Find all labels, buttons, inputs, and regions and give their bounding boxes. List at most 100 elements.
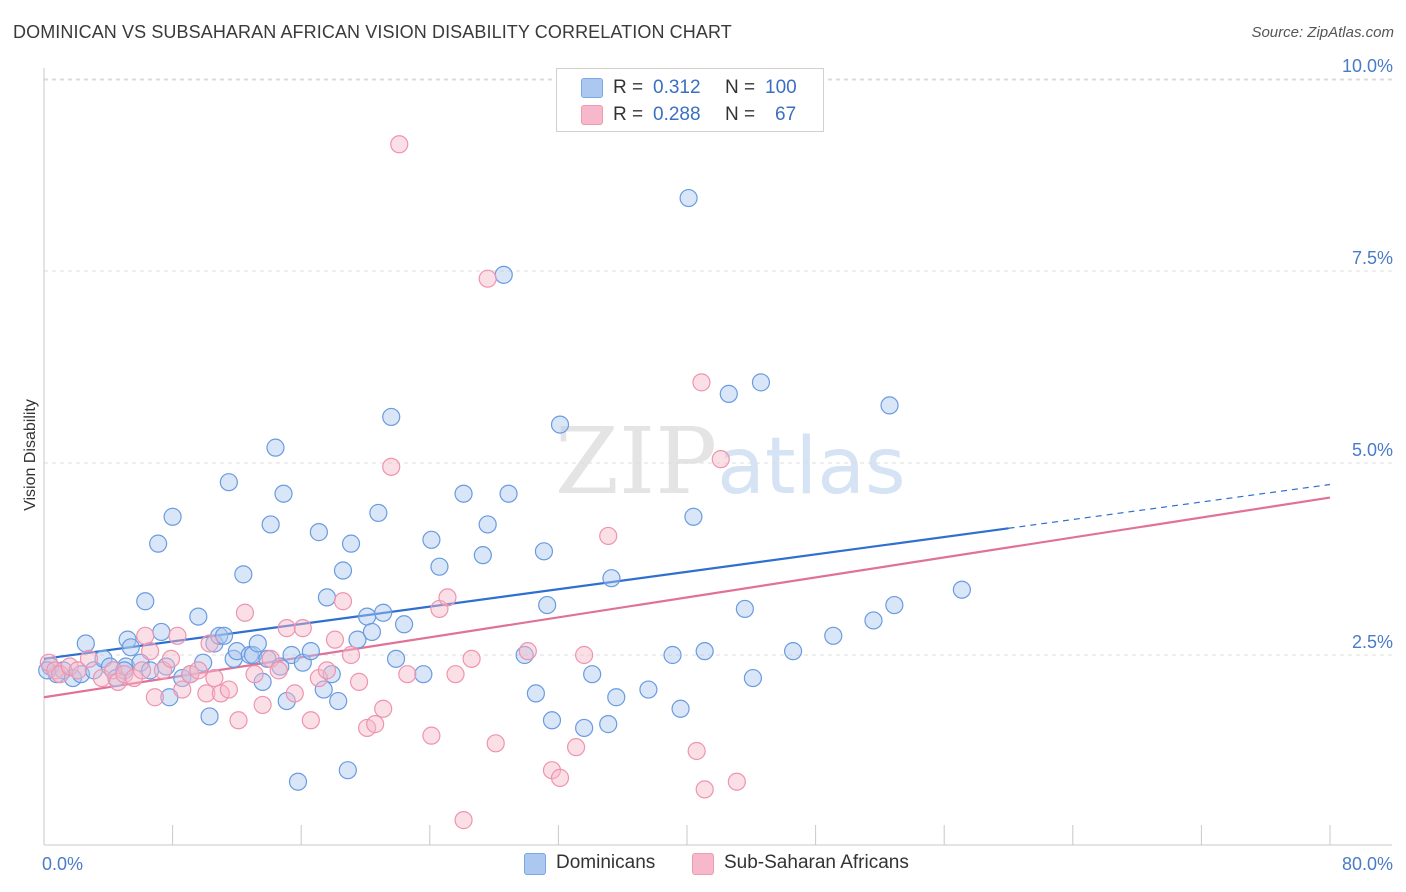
dominican-point xyxy=(386,649,406,668)
dominican-point xyxy=(152,622,171,642)
n-value: 67 xyxy=(775,104,797,125)
subsaharan-point xyxy=(550,768,570,787)
subsaharan-point xyxy=(374,699,393,718)
dominican-point xyxy=(333,561,353,580)
subsaharan-point xyxy=(79,649,99,668)
watermark-atlas: atlas xyxy=(717,422,906,512)
dominican-point xyxy=(329,691,348,711)
subsaharan-point xyxy=(575,645,594,665)
dominican-point xyxy=(824,626,843,645)
subsaharan-point xyxy=(695,780,714,799)
subsaharan-point xyxy=(398,665,417,684)
subsaharan-point xyxy=(245,665,264,684)
trend-line-0 xyxy=(43,527,1009,660)
dominican-point xyxy=(599,715,618,734)
series-legend: Dominicans Sub-Saharan Africans xyxy=(0,850,1406,880)
subsaharan-point xyxy=(478,269,497,288)
subsaharan-point xyxy=(390,135,409,154)
subsaharan-point xyxy=(140,642,160,661)
dominican-point xyxy=(473,546,492,565)
x-tick-label: 80.0% xyxy=(1342,854,1393,874)
dominican-point xyxy=(382,407,401,427)
subsaharan-point xyxy=(422,726,441,745)
dominican-point xyxy=(261,515,280,534)
dominican-point xyxy=(149,534,168,553)
subsaharan-point xyxy=(349,672,369,691)
dominican-point xyxy=(394,615,414,634)
subsaharan-point xyxy=(205,668,224,688)
legend-label-dominicans: Dominicans xyxy=(556,852,656,873)
dominican-point xyxy=(234,565,253,584)
subsaharan-point xyxy=(197,684,216,703)
subsaharan-point xyxy=(285,684,304,703)
y-axis-label: Vision Disability xyxy=(22,399,39,511)
y-tick-label: 7.5% xyxy=(1352,248,1393,268)
trend-line-1 xyxy=(43,496,1331,699)
dominican-point xyxy=(550,415,570,434)
dominican-point xyxy=(952,580,971,599)
legend-swatch-dominicans xyxy=(524,853,546,875)
dominican-point xyxy=(864,611,883,630)
r-value: 0.288 xyxy=(653,104,701,125)
data-points xyxy=(38,135,971,830)
dominican-point xyxy=(362,622,382,642)
dominican-point xyxy=(76,634,95,653)
subsaharan-point xyxy=(235,603,255,622)
subsaharan-point xyxy=(382,457,401,476)
dominican-point xyxy=(266,438,285,457)
subsaharan-point xyxy=(301,711,320,730)
subsaharan-point xyxy=(68,661,87,680)
dominican-point xyxy=(422,530,441,549)
r-label: R = xyxy=(613,77,644,98)
dominican-point xyxy=(478,515,497,534)
dominican-point xyxy=(430,557,449,576)
subsaharan-point xyxy=(341,645,361,665)
dominican-point xyxy=(341,534,361,553)
dominican-point xyxy=(494,265,513,284)
source-label: Source: ZipAtlas.com xyxy=(1251,24,1394,41)
tick-labels: 2.5% 5.0% 7.5% 10.0% 0.0% 80.0% xyxy=(42,56,1393,874)
dominican-point xyxy=(602,569,621,588)
dominican-point xyxy=(274,484,293,503)
subsaharan-point xyxy=(168,626,187,645)
dominican-point xyxy=(679,188,698,208)
dominican-point xyxy=(607,688,626,707)
subsaharan-point xyxy=(219,680,238,699)
dominican-point xyxy=(454,484,473,503)
correlation-legend: R = 0.312 N = 100 R = 0.288 N = 67 xyxy=(556,68,824,132)
dominican-point xyxy=(338,761,357,780)
n-label: N = xyxy=(725,104,756,125)
r-label: R = xyxy=(613,104,644,125)
subsaharan-point xyxy=(253,695,272,715)
dominican-point xyxy=(136,592,155,611)
subsaharan-point xyxy=(727,772,746,791)
subsaharan-point xyxy=(711,450,730,469)
dominican-point xyxy=(358,607,377,626)
dominican-point xyxy=(719,384,738,403)
dominican-point xyxy=(542,711,562,730)
dominican-point xyxy=(663,645,682,665)
subsaharan-point xyxy=(518,642,537,661)
dominican-point xyxy=(309,523,328,542)
subsaharan-point xyxy=(333,592,353,611)
subsaharan-point xyxy=(136,626,155,645)
y-tick-label: 2.5% xyxy=(1352,632,1393,652)
dominican-point xyxy=(414,665,433,684)
dominican-point xyxy=(783,642,803,661)
dominican-point xyxy=(163,507,182,526)
subsaharan-point xyxy=(687,741,706,761)
subsaharan-point xyxy=(325,630,345,649)
r-value: 0.312 xyxy=(653,77,701,98)
dominican-point xyxy=(583,665,602,684)
dominican-point xyxy=(499,484,518,503)
dominican-point xyxy=(534,542,554,561)
subsaharan-point xyxy=(486,734,505,753)
watermark: ZIPatlas xyxy=(555,408,906,515)
subsaharan-point xyxy=(566,738,586,757)
dominican-point xyxy=(639,680,658,699)
n-value: 100 xyxy=(765,77,797,98)
subsaharan-point xyxy=(161,649,181,668)
dominican-point xyxy=(575,718,594,738)
subsaharan-point xyxy=(50,665,70,684)
